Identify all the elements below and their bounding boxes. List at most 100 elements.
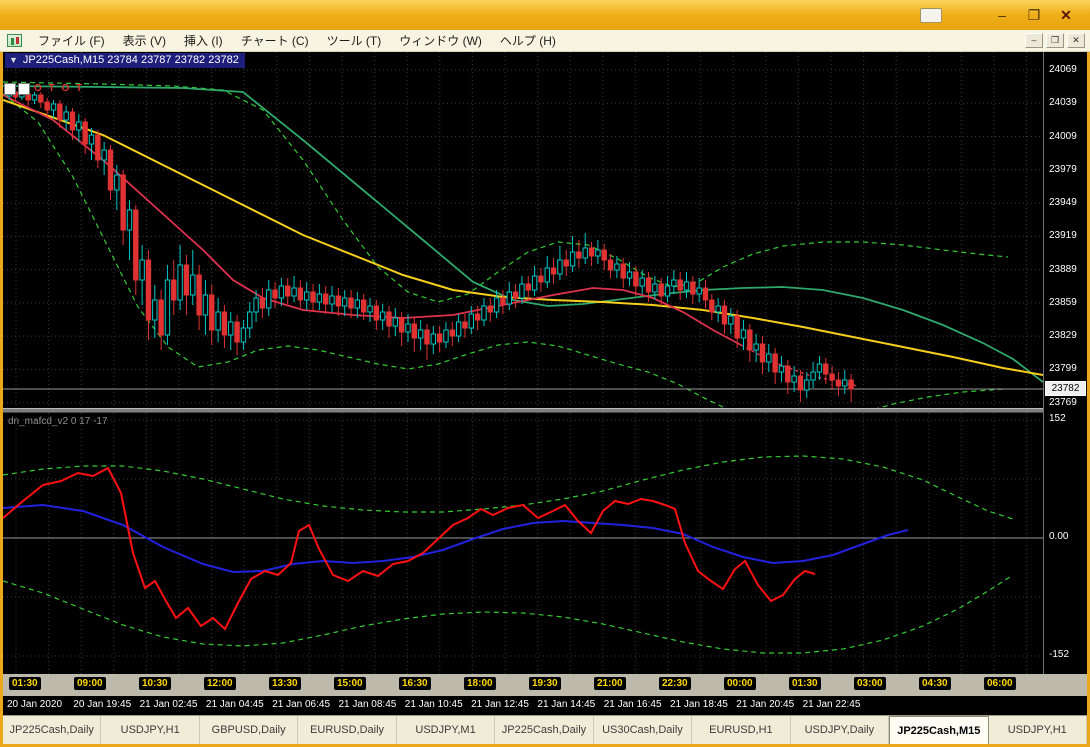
candle-body <box>209 294 215 331</box>
candle-body <box>474 313 481 321</box>
date-axis[interactable]: 20 Jan 2020 20 Jan 19:45 21 Jan 02:45 21 Ja… <box>3 696 1087 715</box>
app-logo-icon <box>7 34 22 47</box>
chart-title-text: JP225Cash,M15 23784 23787 23782 23782 <box>22 54 239 66</box>
candle-body <box>512 291 519 299</box>
candle-body <box>791 375 797 383</box>
chart-tab[interactable]: GBPUSD,Daily <box>200 716 299 744</box>
candle-body <box>145 259 152 321</box>
chart-tab[interactable]: USDJPY,M1 <box>397 716 496 744</box>
candle-body <box>740 329 747 339</box>
candle-body <box>367 305 373 313</box>
menu-item[interactable]: 表示 (V) <box>122 34 167 48</box>
chart-tab[interactable]: USDJPY,H1 <box>101 716 200 744</box>
date-label: 21 Jan 04:45 <box>205 699 264 710</box>
candle-body <box>44 101 50 111</box>
candle-body <box>607 259 614 271</box>
date-label: 20 Jan 19:45 <box>73 699 132 710</box>
price-scale-label: 23889 <box>1049 263 1077 275</box>
chart-tab[interactable]: EURUSD,H1 <box>692 716 791 744</box>
candle-body <box>785 365 791 383</box>
candle-body <box>360 299 367 313</box>
chart-title: ▼ JP225Cash,M15 23784 23787 23782 23782 <box>5 53 245 68</box>
price-scale-label: 23769 <box>1049 396 1077 408</box>
time-axis[interactable]: 01:30 09:00 10:30 12:00 13:30 15:00 16:30 18:00… <box>3 674 1087 696</box>
menu-item[interactable]: ファイル (F) <box>38 34 105 48</box>
candle-body <box>310 291 316 303</box>
menu-item[interactable]: ヘルプ (H) <box>499 34 556 48</box>
candle-body <box>38 94 44 103</box>
collapse-arrow-icon[interactable]: ▼ <box>9 55 18 65</box>
candle-body <box>721 305 728 325</box>
candle-body <box>563 259 569 267</box>
candle-body <box>810 371 816 381</box>
candle-body <box>715 305 721 313</box>
child-close-button[interactable]: ✕ <box>1067 33 1085 48</box>
child-restore-button[interactable]: ❐ <box>1046 33 1064 48</box>
candle-body <box>196 274 202 316</box>
candle-body <box>658 283 664 297</box>
language-bar-icon[interactable] <box>920 7 942 23</box>
date-label: 20 Jan 2020 <box>7 699 63 710</box>
candle-body <box>341 297 348 307</box>
chart-tab[interactable]: USDJPY,H1 <box>989 716 1087 744</box>
time-label: 03:00 <box>854 677 886 690</box>
candle-body <box>487 305 493 313</box>
close-button[interactable]: ✕ <box>1060 6 1072 23</box>
main-chart-canvas[interactable] <box>3 52 1043 408</box>
child-minimize-button[interactable]: – <box>1025 33 1043 48</box>
current-price-tag: 23782 <box>1045 381 1086 396</box>
candle-body <box>766 353 772 363</box>
candle-body <box>677 279 683 291</box>
date-label: 21 Jan 08:45 <box>338 699 397 710</box>
chart-tab[interactable]: JP225Cash,Daily <box>3 716 102 744</box>
candle-body <box>82 121 88 145</box>
chart-tab[interactable]: EURUSD,Daily <box>298 716 397 744</box>
price-scale-label: 23979 <box>1049 163 1077 175</box>
panel-divider[interactable] <box>3 408 1087 413</box>
candle-body <box>190 274 196 296</box>
candle-body <box>76 121 82 131</box>
date-label: 21 Jan 18:45 <box>670 699 728 710</box>
chart-tab[interactable]: USDJPY,Daily <box>791 716 890 744</box>
candle-body <box>506 291 512 305</box>
menu-item[interactable]: ウィンドウ (W) <box>399 34 482 48</box>
candle-body <box>493 297 500 313</box>
candle-body <box>829 373 835 381</box>
time-label: 00:00 <box>724 677 756 690</box>
chart-tab[interactable]: US30Cash,Daily <box>594 716 693 744</box>
macd-line <box>3 466 816 631</box>
candle-body <box>633 271 639 287</box>
candle-body <box>202 294 209 316</box>
price-scale-label: 23799 <box>1049 363 1077 375</box>
menu-item[interactable]: ツール (T) <box>326 34 382 48</box>
candle-body <box>690 281 696 295</box>
candle-body <box>702 287 709 301</box>
candle-body <box>683 281 690 291</box>
candle-body <box>772 353 778 373</box>
candle-body <box>304 291 310 301</box>
candle-body <box>544 267 550 283</box>
indicator-canvas[interactable] <box>3 413 1043 674</box>
candle-body <box>158 299 164 336</box>
minimize-button[interactable]: – <box>998 7 1006 23</box>
chart-tab[interactable]: JP225Cash,M15 <box>889 716 989 744</box>
candle-body <box>588 247 595 257</box>
candle-body <box>57 103 63 121</box>
date-label: 21 Jan 14:45 <box>537 699 596 710</box>
candle-body <box>797 375 804 391</box>
candle-body <box>835 379 842 387</box>
candle-body <box>519 283 525 299</box>
candle-body <box>164 279 171 336</box>
candle-body <box>468 313 474 329</box>
candle-body <box>126 209 133 231</box>
menu-item[interactable]: チャート (C) <box>240 34 309 48</box>
price-scale[interactable]: 23782 24069 24039 24009 23979 23949 23919 2388… <box>1043 52 1087 674</box>
price-scale-label: 24039 <box>1049 97 1077 109</box>
candle-body <box>183 264 190 296</box>
price-scale-label: 23859 <box>1049 296 1077 308</box>
maximize-button[interactable]: ❐ <box>1027 6 1041 23</box>
candle-body <box>734 315 740 339</box>
chart-tab[interactable]: JP225Cash,Daily <box>495 716 594 744</box>
menu-item[interactable]: 挿入 (I) <box>184 34 223 48</box>
time-label: 06:00 <box>984 677 1016 690</box>
